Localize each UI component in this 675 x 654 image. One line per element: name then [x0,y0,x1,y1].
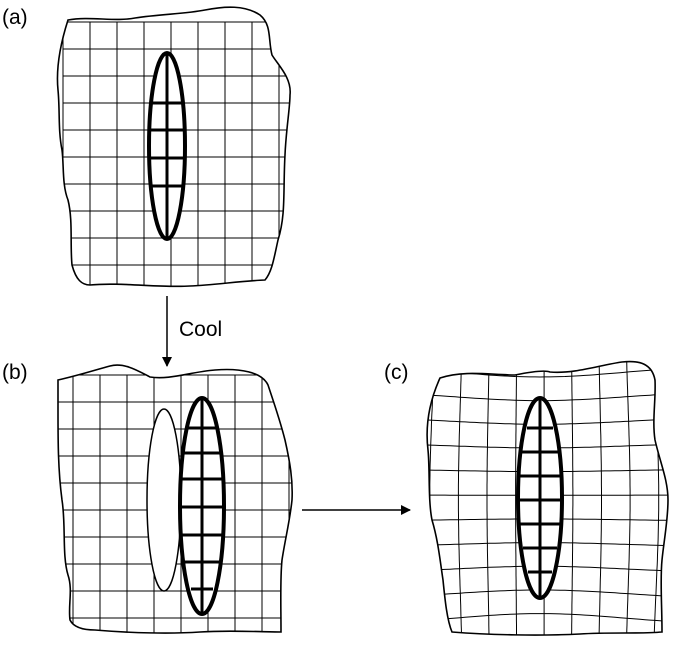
panel-c-grid-horizontal-line [427,393,668,402]
panel-c-grid-vertical-line [457,361,463,636]
panel-label-a: (a) [2,6,28,29]
panel-b-crystal [57,364,293,634]
panel-c-grid-horizontal-line [427,367,668,378]
panel-c-crystal [426,360,669,636]
panel-a-inclusion [147,51,187,241]
panel-c-grid-vertical-line [625,361,631,636]
panel-c-grid-vertical-line [571,361,574,636]
panel-a-crystal [56,6,291,288]
cool-arrow-label: Cool [179,318,222,341]
panel-a-crystal-outline [56,6,291,288]
panel-b-crystal-outline [57,364,293,634]
panel-c-grid-horizontal-line [427,613,668,623]
panel-c-inclusion [516,396,564,600]
cool-arrow: Cool [162,296,222,367]
panel-b-inclusion [178,396,226,616]
panel-c-grid-vertical-line [515,361,518,636]
panel-b-vacated-void [146,408,182,592]
panel-c-grid-vertical-line [486,361,490,636]
panel-label-b: (b) [2,361,28,384]
panel-c-crystal-outline [426,360,669,636]
panel-label-c: (c) [384,361,409,384]
panel-c-grid-vertical-line [598,361,602,636]
